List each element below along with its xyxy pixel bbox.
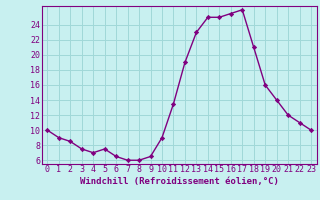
X-axis label: Windchill (Refroidissement éolien,°C): Windchill (Refroidissement éolien,°C): [80, 177, 279, 186]
